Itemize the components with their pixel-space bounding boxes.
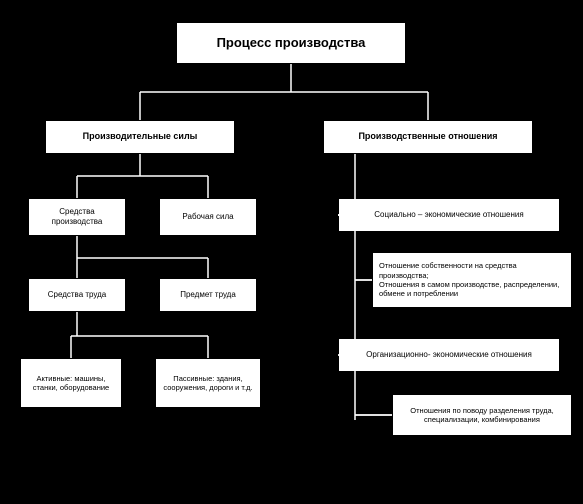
node-prod-relations-label: Производственные отношения	[358, 131, 497, 142]
node-soc-detail: Отношение собственности на средства прои…	[372, 252, 572, 308]
node-org-econ: Организационно- экономические отношения	[338, 338, 560, 372]
node-active: Активные: машины, станки, оборудование	[20, 358, 122, 408]
node-org-econ-label: Организационно- экономические отношения	[366, 350, 532, 360]
node-prod-forces-label: Производительные силы	[83, 131, 198, 142]
node-active-label: Активные: машины, станки, оборудование	[27, 374, 115, 393]
node-prod-relations: Производственные отношения	[323, 120, 533, 154]
node-passive-label: Пассивные: здания, сооружения, дороги и …	[162, 374, 254, 393]
node-org-detail-label: Отношения по поводу разделения труда, сп…	[399, 406, 565, 425]
node-org-detail: Отношения по поводу разделения труда, сп…	[392, 394, 572, 436]
node-soc-econ: Социально – экономические отношения	[338, 198, 560, 232]
node-root: Процесс производства	[176, 22, 406, 64]
node-means-prod: Средства производства	[28, 198, 126, 236]
node-labor-label: Рабочая сила	[182, 212, 233, 222]
node-soc-econ-label: Социально – экономические отношения	[374, 210, 523, 220]
node-means-labor: Средства труда	[28, 278, 126, 312]
node-subject-labor: Предмет труда	[159, 278, 257, 312]
node-prod-forces: Производительные силы	[45, 120, 235, 154]
node-labor: Рабочая сила	[159, 198, 257, 236]
node-means-labor-label: Средства труда	[48, 290, 107, 300]
node-soc-detail-label: Отношение собственности на средства прои…	[379, 261, 565, 299]
node-subject-labor-label: Предмет труда	[180, 290, 236, 300]
node-root-label: Процесс производства	[217, 35, 366, 51]
node-passive: Пассивные: здания, сооружения, дороги и …	[155, 358, 261, 408]
node-means-prod-label: Средства производства	[35, 207, 119, 227]
